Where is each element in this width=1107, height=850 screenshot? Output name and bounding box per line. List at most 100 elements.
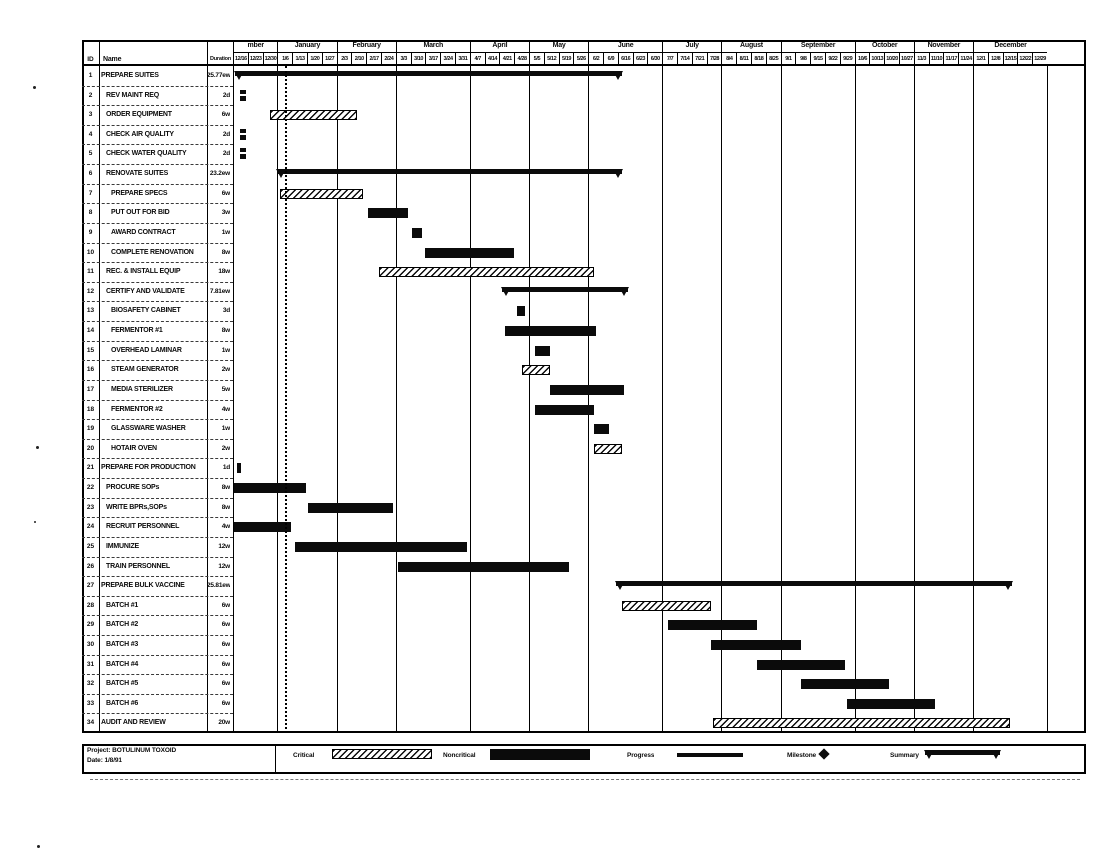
week-header-cell: 9/22 [825, 53, 840, 66]
week-header-cell: 11/3 [913, 53, 929, 66]
task-id: 26 [86, 562, 95, 570]
week-header-cell: 9/29 [839, 53, 855, 66]
task-name: PROCURE SOPs [106, 484, 160, 492]
task-bar-noncritical [237, 463, 242, 474]
task-bar-critical [378, 267, 595, 278]
row-separator [82, 85, 233, 87]
task-id: 7 [88, 189, 93, 197]
summary-end-triangle [613, 169, 624, 179]
task-duration: 1w [221, 346, 230, 354]
summary-end-triangle [619, 286, 630, 296]
task-id: 1 [88, 72, 93, 79]
task-duration: 8w [221, 484, 230, 492]
week-header-cell: 8/4 [721, 53, 736, 66]
task-bar-summary [615, 581, 1013, 587]
row-separator [82, 124, 233, 126]
task-bar-noncritical [233, 522, 291, 533]
row-separator [82, 693, 233, 695]
task-id: 18 [86, 405, 95, 413]
column-separator [233, 40, 234, 734]
row-separator [82, 556, 233, 558]
task-id: 23 [86, 503, 95, 511]
row-separator [82, 360, 233, 362]
task-id: 14 [86, 327, 95, 335]
row-separator [82, 379, 233, 381]
task-name: PREPARE BULK VACCINE [101, 582, 185, 590]
task-name: CHECK WATER QUALITY [106, 150, 187, 158]
week-header-cell: 5/19 [558, 53, 574, 66]
week-header-cell: 9/15 [810, 53, 825, 66]
month-gridline [469, 66, 471, 734]
task-bar-noncritical [594, 424, 609, 435]
row-separator [82, 164, 233, 166]
task-bar-noncritical [534, 404, 595, 415]
row-separator [82, 203, 233, 205]
week-header-cell: 7/14 [677, 53, 692, 66]
summary-start-triangle [276, 169, 287, 179]
task-id: 31 [86, 660, 95, 668]
month-header-cell: mber [233, 40, 278, 53]
task-bar-noncritical [398, 561, 569, 572]
task-id: 24 [86, 523, 95, 531]
header-bottom-rule [82, 64, 1086, 66]
month-gridline [913, 66, 915, 734]
week-header-cell: 3/3 [395, 53, 411, 66]
task-bar-noncritical [800, 679, 889, 690]
task-duration: 25.77ew [207, 72, 230, 79]
task-name: TRAIN PERSONNEL [106, 562, 170, 570]
task-name: PREPARE SUITES [101, 72, 159, 79]
task-duration: 6w [221, 660, 230, 668]
task-name: CHECK AIR QUALITY [106, 130, 174, 138]
legend-swatch-summary [925, 750, 1000, 755]
week-header-cell: 6/9 [603, 53, 618, 66]
month-gridline [662, 66, 664, 734]
task-id: 15 [86, 346, 95, 354]
week-header-cell: 7/28 [706, 53, 722, 66]
task-name: PREPARE SPECS [111, 189, 168, 197]
week-header-cell: 6/2 [588, 53, 603, 66]
task-name: FERMENTOR #1 [111, 327, 163, 335]
column-separator [207, 40, 208, 734]
summary-start-triangle [614, 581, 625, 591]
task-bar-noncritical [367, 208, 408, 219]
row-separator [82, 144, 233, 146]
task-id: 3 [88, 111, 93, 119]
week-header-cell: 4/21 [499, 53, 514, 66]
task-duration: 2d [222, 150, 230, 158]
summary-start-triangle [501, 286, 512, 296]
week-header-cell: 12/15 [1002, 53, 1018, 66]
task-duration: 3d [222, 307, 230, 315]
row-separator [82, 595, 233, 597]
task-name: MEDIA STERILIZER [111, 385, 173, 393]
task-id: 33 [86, 699, 95, 707]
task-name: STEAM GENERATOR [111, 366, 179, 374]
task-name: AUDIT AND REVIEW [101, 719, 166, 727]
task-duration: 1d [222, 464, 230, 472]
task-id: 12 [86, 287, 95, 295]
row-separator [82, 301, 233, 303]
week-header-cell: 12/8 [987, 53, 1003, 66]
task-duration: 6w [221, 680, 230, 688]
month-header-cell: June [588, 40, 663, 53]
task-id: 17 [86, 385, 95, 393]
task-bar-summary [277, 169, 623, 175]
task-name: REC. & INSTALL EQUIP [106, 268, 181, 276]
legend-swatch-noncritical [490, 749, 590, 760]
week-header-cell: 2/3 [336, 53, 352, 66]
week-header-cell: 12/16 [233, 53, 248, 66]
task-duration: 8w [221, 248, 230, 256]
scan-speck [34, 521, 36, 523]
week-header-cell: 8/11 [736, 53, 751, 66]
task-duration: 2w [221, 366, 230, 374]
week-header-cell: 4/28 [514, 53, 529, 66]
task-id: 19 [86, 425, 95, 433]
week-header-cell: 12/1 [973, 53, 988, 66]
task-name: RENOVATE SUITES [106, 170, 169, 178]
task-id: 4 [88, 130, 93, 138]
task-name: IMMUNIZE [106, 542, 140, 550]
row-separator [82, 497, 233, 499]
task-id: 30 [86, 640, 95, 648]
task-duration: 18w [218, 268, 230, 276]
legend-label-critical: Critical [293, 752, 315, 759]
